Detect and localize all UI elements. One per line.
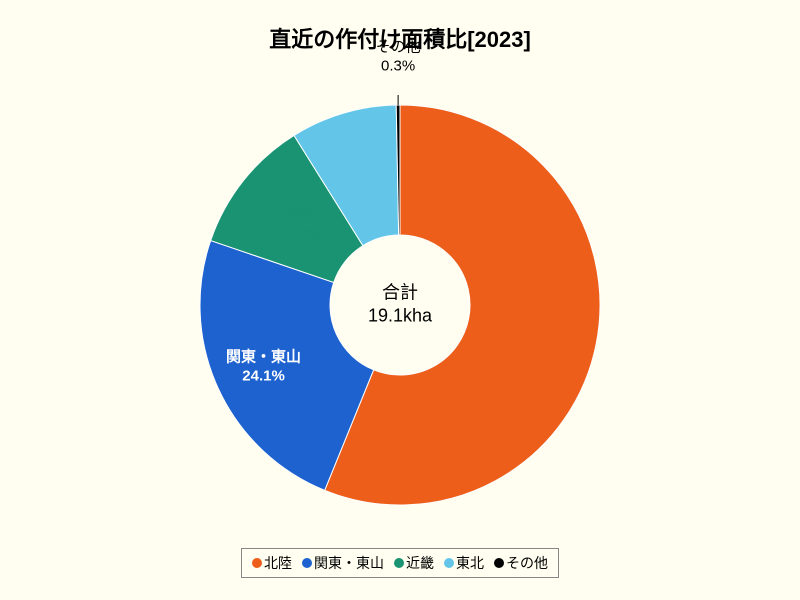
legend-item-kanto: 関東・東山 — [302, 553, 384, 573]
slice-label-kanto: 関東・東山24.1% — [226, 349, 301, 387]
slice-label-tohoku: 東北8.6% — [346, 163, 380, 201]
legend-item-hokuriku: 北陸 — [252, 553, 292, 573]
legend-label: その他 — [506, 553, 548, 573]
legend-item-tohoku: 東北 — [444, 553, 484, 573]
legend-label: 東北 — [456, 553, 484, 573]
legend-label: 関東・東山 — [314, 553, 384, 573]
legend-label: 近畿 — [406, 553, 434, 573]
legend-item-kinki: 近畿 — [394, 553, 434, 573]
center-label-bottom: 19.1kha — [368, 305, 432, 328]
slice-label-other: その他0.3% — [376, 38, 421, 76]
center-label: 合計 19.1kha — [368, 282, 432, 329]
legend-dot-icon — [444, 558, 454, 568]
legend-label: 北陸 — [264, 553, 292, 573]
slice-label-kinki: 近畿10.9% — [278, 206, 321, 244]
center-label-top: 合計 — [368, 282, 432, 305]
donut-chart: 合計 19.1kha 北陸56.2% 関東・東山24.1% 近畿10.9% 東北8.6… — [190, 95, 610, 515]
legend-dot-icon — [302, 558, 312, 568]
legend-dot-icon — [394, 558, 404, 568]
legend-dot-icon — [494, 558, 504, 568]
legend-item-other: その他 — [494, 553, 548, 573]
legend-dot-icon — [252, 558, 262, 568]
legend: 北陸 関東・東山 近畿 東北 その他 — [241, 548, 559, 578]
slice-label-hokuriku: 北陸56.2% — [526, 315, 569, 353]
